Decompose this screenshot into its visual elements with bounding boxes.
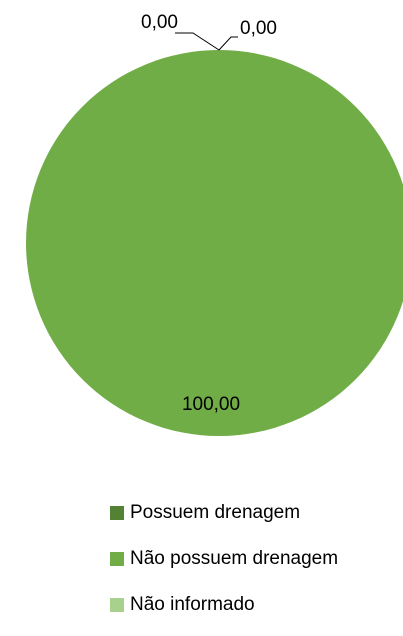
leader-line xyxy=(218,36,238,51)
data-label: 100,00 xyxy=(182,394,240,415)
legend-swatch xyxy=(110,552,124,566)
data-label: 0,00 xyxy=(141,12,178,33)
legend-swatch xyxy=(110,598,124,612)
legend: Possuem drenagem Não possuem drenagem Não … xyxy=(110,498,338,636)
legend-item: Possuem drenagem xyxy=(110,498,338,528)
pie-slice xyxy=(26,50,403,436)
legend-item: Não informado xyxy=(110,590,338,620)
data-label: 0,00 xyxy=(240,18,277,39)
legend-swatch xyxy=(110,506,124,520)
legend-label: Não informado xyxy=(130,594,255,615)
leader-line xyxy=(175,32,220,51)
pie-chart: 0,00 100,00 0,00 xyxy=(26,12,403,436)
legend-item: Não possuem drenagem xyxy=(110,544,338,574)
legend-label: Não possuem drenagem xyxy=(130,548,339,569)
legend-label: Possuem drenagem xyxy=(130,502,301,523)
